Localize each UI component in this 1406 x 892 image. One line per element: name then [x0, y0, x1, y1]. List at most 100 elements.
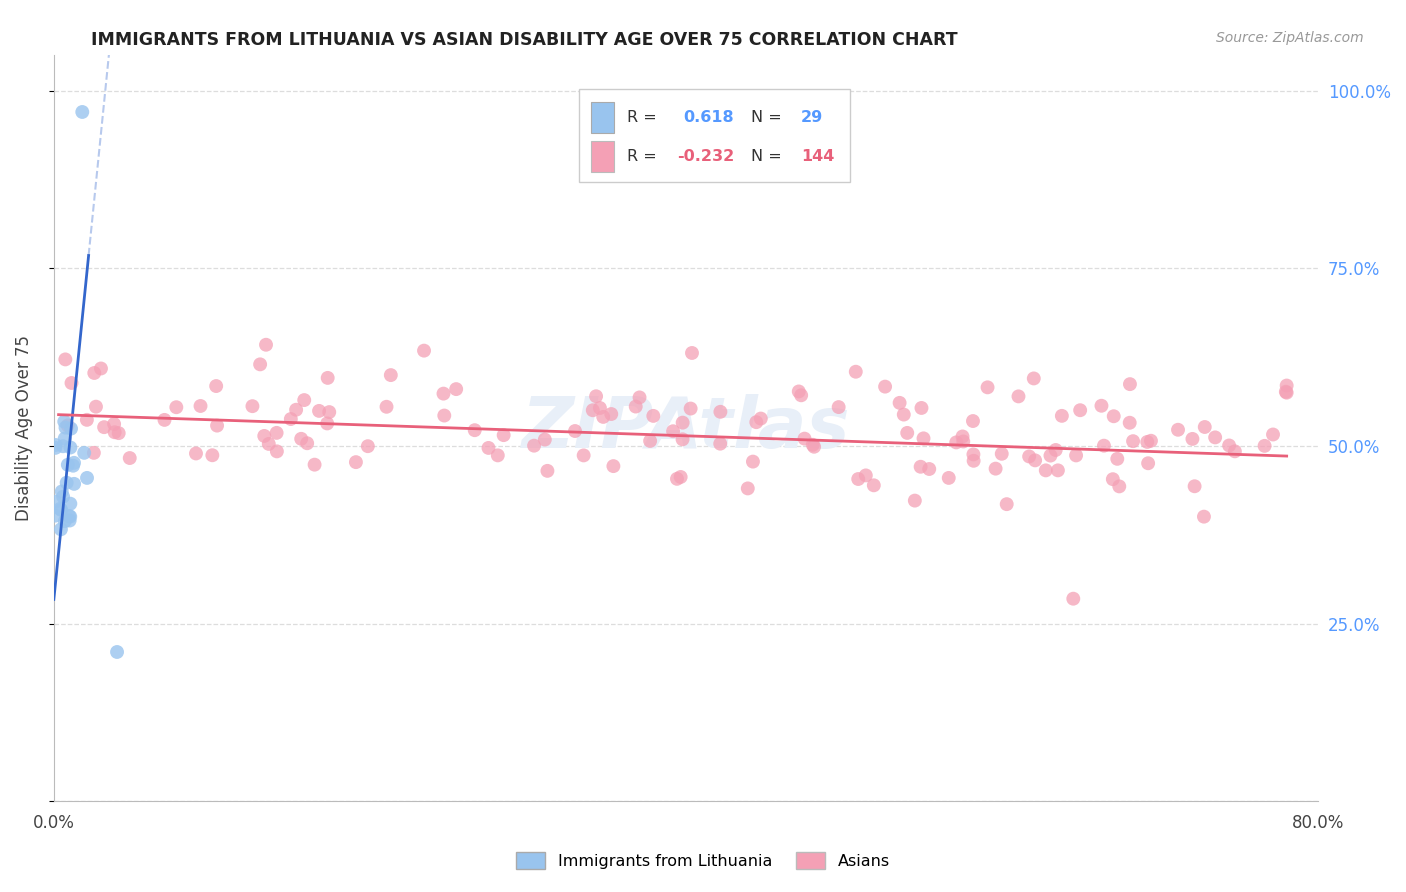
Point: [44, 508, 66, 523]
Point: [962, 414, 984, 428]
Point: [790, 388, 813, 402]
Point: [1119, 377, 1142, 392]
Point: [787, 384, 810, 399]
Point: [1218, 438, 1240, 452]
Point: [52, 490, 75, 504]
Point: [1275, 378, 1298, 392]
Point: [53, 415, 76, 429]
Point: [254, 337, 277, 351]
Point: [600, 407, 623, 421]
Point: [316, 417, 339, 431]
Point: [76, 413, 98, 427]
Point: [1092, 439, 1115, 453]
Point: [984, 461, 1007, 475]
Point: [801, 438, 824, 452]
Point: [910, 459, 932, 474]
Point: [896, 425, 918, 440]
Point: [1275, 384, 1298, 399]
Point: [1122, 434, 1144, 449]
Point: [1035, 463, 1057, 477]
Point: [55, 475, 77, 490]
Point: [44, 441, 66, 455]
Point: [638, 434, 661, 448]
Point: [592, 409, 614, 424]
Point: [165, 401, 187, 415]
Point: [55, 420, 77, 434]
Point: [242, 399, 264, 413]
Point: [749, 411, 772, 425]
Point: [486, 449, 509, 463]
Point: [253, 429, 276, 443]
Point: [745, 415, 768, 429]
Point: [889, 396, 911, 410]
Point: [671, 433, 693, 447]
Point: [1090, 399, 1112, 413]
Text: N =: N =: [751, 111, 782, 125]
Point: [1192, 509, 1215, 524]
Point: [666, 472, 689, 486]
Point: [103, 417, 125, 431]
Point: [63, 456, 86, 470]
Point: [912, 431, 935, 445]
Point: [266, 425, 288, 440]
Point: [318, 405, 340, 419]
Point: [380, 368, 402, 383]
Point: [56, 458, 79, 472]
Point: [413, 343, 436, 358]
Point: [845, 365, 868, 379]
Point: [1107, 451, 1129, 466]
Point: [679, 401, 702, 416]
Point: [53, 432, 76, 446]
Point: [285, 402, 308, 417]
Point: [1194, 420, 1216, 434]
Point: [292, 393, 315, 408]
Point: [1046, 463, 1069, 477]
Point: [1018, 450, 1040, 464]
Point: [295, 436, 318, 450]
Point: [827, 400, 849, 414]
Point: [904, 493, 927, 508]
Point: [344, 455, 367, 469]
Point: [59, 497, 82, 511]
Point: [433, 409, 456, 423]
Point: [190, 399, 212, 413]
Point: [1069, 403, 1091, 417]
Point: [737, 482, 759, 496]
Point: [589, 401, 612, 415]
Point: [742, 454, 765, 468]
Point: [62, 458, 84, 473]
FancyBboxPatch shape: [579, 88, 851, 182]
Legend: Immigrants from Lithuania, Asians: Immigrants from Lithuania, Asians: [510, 846, 896, 875]
Point: [862, 478, 884, 492]
Point: [585, 389, 607, 403]
Point: [709, 436, 731, 450]
Point: [1137, 456, 1160, 470]
Point: [1136, 434, 1159, 449]
Point: [1102, 409, 1125, 424]
Point: [628, 391, 651, 405]
Point: [893, 408, 915, 422]
Point: [1062, 591, 1084, 606]
Point: [52, 439, 75, 453]
Point: [53, 352, 76, 367]
Point: [104, 425, 127, 440]
Point: [83, 366, 105, 380]
Point: [118, 450, 141, 465]
Y-axis label: Disability Age Over 75: Disability Age Over 75: [15, 335, 32, 521]
Point: [63, 476, 86, 491]
Point: [952, 429, 974, 443]
Text: R =: R =: [627, 149, 657, 164]
Point: [304, 458, 326, 472]
Point: [523, 439, 546, 453]
Point: [83, 446, 105, 460]
Text: IMMIGRANTS FROM LITHUANIA VS ASIAN DISABILITY AGE OVER 75 CORRELATION CHART: IMMIGRANTS FROM LITHUANIA VS ASIAN DISAB…: [91, 31, 957, 49]
Point: [316, 371, 339, 385]
Point: [1007, 389, 1029, 403]
Point: [1261, 427, 1284, 442]
Point: [184, 446, 207, 460]
Point: [945, 435, 967, 450]
Point: [49, 501, 72, 516]
Point: [533, 433, 555, 447]
Point: [681, 346, 703, 360]
Point: [1181, 432, 1204, 446]
